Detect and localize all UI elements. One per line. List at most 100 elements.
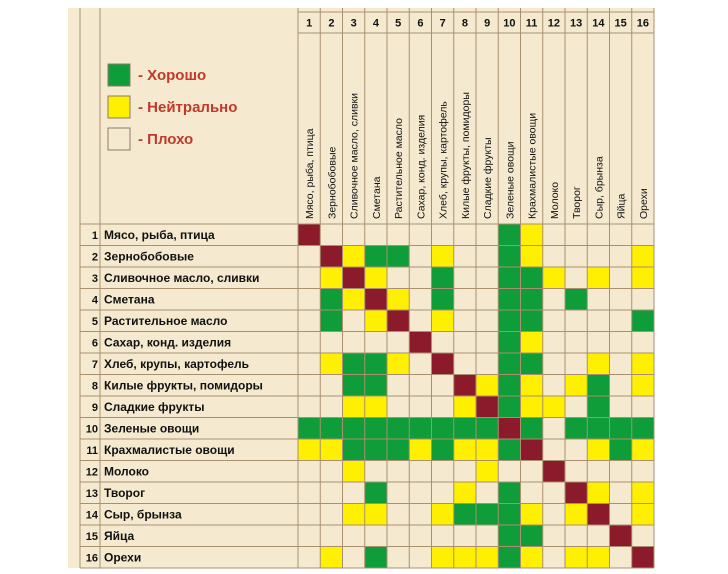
cell-2-15-bad — [609, 245, 632, 267]
cell-16-15-bad — [609, 546, 632, 568]
cell-2-6-bad — [409, 245, 432, 267]
cell-13-7-bad — [431, 482, 454, 504]
cell-10-15-good — [609, 417, 632, 439]
cell-1-3-bad — [342, 224, 365, 246]
cell-15-6-bad — [409, 525, 432, 547]
cell-8-14-good — [587, 374, 610, 396]
cell-16-9-neutral — [476, 546, 499, 568]
cell-10-6-good — [409, 417, 432, 439]
cell-9-14-good — [587, 396, 610, 418]
col-label: Сметана — [371, 176, 383, 219]
row-number: 12 — [86, 466, 98, 478]
col-number: 5 — [395, 18, 401, 30]
col-label: Орехи — [638, 188, 650, 219]
cell-12-15-bad — [609, 460, 632, 482]
col-label: Мясо, рыба, птица — [304, 128, 316, 219]
cell-4-7-good — [431, 288, 454, 310]
cell-5-2-good — [320, 310, 343, 332]
cell-14-8-good — [453, 503, 476, 525]
cell-6-8-bad — [453, 331, 476, 353]
col-number: 7 — [440, 18, 446, 30]
col-label: Молоко — [549, 182, 561, 219]
cell-8-15-bad — [609, 374, 632, 396]
row-number: 8 — [92, 380, 98, 392]
cell-6-13-bad — [565, 331, 588, 353]
cell-4-1-bad — [298, 288, 321, 310]
cell-1-11-neutral — [520, 224, 543, 246]
cell-11-1-neutral — [298, 439, 321, 461]
col-number: 10 — [503, 18, 515, 30]
cell-16-10-good — [498, 546, 521, 568]
cell-10-16-good — [631, 417, 654, 439]
cell-4-9-bad — [476, 288, 499, 310]
cell-16-14-neutral — [587, 546, 610, 568]
col-label: Яйца — [616, 194, 628, 219]
col-number: 1 — [306, 18, 312, 30]
cell-3-10-good — [498, 267, 521, 289]
cell-8-1-bad — [298, 374, 321, 396]
row-label: Килые фрукты, помидоры — [104, 378, 263, 392]
row-number: 10 — [86, 423, 98, 435]
cell-4-8-bad — [453, 288, 476, 310]
cell-11-9-neutral — [476, 439, 499, 461]
cell-7-6-bad — [409, 353, 432, 375]
cell-6-9-bad — [476, 331, 499, 353]
col-number: 13 — [570, 18, 582, 30]
cell-13-6-bad — [409, 482, 432, 504]
cell-7-8-bad — [453, 353, 476, 375]
cell-4-4-diagonal — [364, 288, 387, 310]
cell-3-5-bad — [387, 267, 410, 289]
cell-1-9-bad — [476, 224, 499, 246]
cell-6-11-neutral — [520, 331, 543, 353]
row-label: Яйца — [104, 529, 135, 543]
col-number: 6 — [417, 18, 423, 30]
cell-13-1-bad — [298, 482, 321, 504]
col-label: Зеленые овощи — [504, 141, 516, 219]
cell-11-13-bad — [565, 439, 588, 461]
cell-3-1-bad — [298, 267, 321, 289]
cell-8-2-bad — [320, 374, 343, 396]
row-label: Творог — [104, 486, 145, 500]
col-label: Килые фрукты, помидоры — [460, 92, 472, 219]
cell-15-14-bad — [587, 525, 610, 547]
cell-7-3-good — [342, 353, 365, 375]
cell-9-5-bad — [387, 396, 410, 418]
cell-1-1-diagonal — [298, 224, 321, 246]
row-label: Хлеб, крупы, картофель — [104, 357, 249, 371]
cell-16-6-bad — [409, 546, 432, 568]
cell-8-5-bad — [387, 374, 410, 396]
cell-15-13-bad — [565, 525, 588, 547]
col-number: 14 — [592, 18, 605, 30]
cell-3-12-neutral — [542, 267, 565, 289]
cell-7-5-neutral — [387, 353, 410, 375]
cell-12-1-bad — [298, 460, 321, 482]
cell-6-2-bad — [320, 331, 343, 353]
cell-6-10-good — [498, 331, 521, 353]
cell-2-3-neutral — [342, 245, 365, 267]
cell-15-7-bad — [431, 525, 454, 547]
legend-swatch-neutral — [107, 95, 131, 119]
cell-1-13-bad — [565, 224, 588, 246]
cell-4-13-good — [565, 288, 588, 310]
col-label: Сладкие фрукты — [482, 137, 494, 219]
cell-15-11-good — [520, 525, 543, 547]
cell-10-5-good — [387, 417, 410, 439]
cell-2-4-good — [364, 245, 387, 267]
cell-15-2-bad — [320, 525, 343, 547]
cell-7-11-good — [520, 353, 543, 375]
cell-9-1-bad — [298, 396, 321, 418]
cell-2-8-bad — [453, 245, 476, 267]
cell-8-12-bad — [542, 374, 565, 396]
cell-9-16-bad — [631, 396, 654, 418]
cell-3-13-bad — [565, 267, 588, 289]
cell-4-5-neutral — [387, 288, 410, 310]
cell-5-4-neutral — [364, 310, 387, 332]
row-number: 13 — [86, 488, 98, 500]
cells — [298, 224, 654, 568]
legend-label-bad: - Плохо — [138, 131, 193, 148]
cell-6-3-bad — [342, 331, 365, 353]
row-label: Сметана — [104, 292, 155, 306]
grid — [79, 8, 655, 569]
cell-15-15-diagonal — [609, 525, 632, 547]
